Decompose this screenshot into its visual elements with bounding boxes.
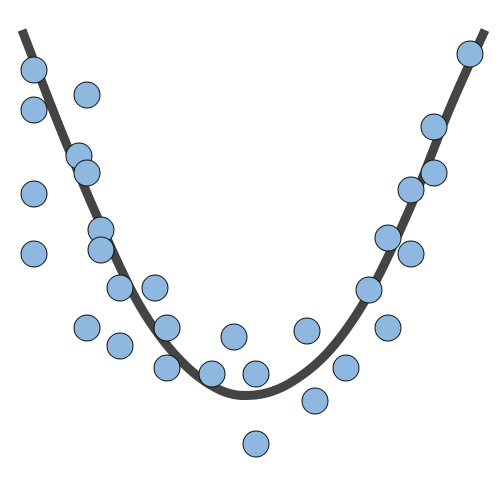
data-point-30 bbox=[456, 40, 484, 68]
data-point-17 bbox=[220, 323, 248, 351]
data-point-14 bbox=[153, 314, 181, 342]
data-point-1 bbox=[20, 56, 48, 84]
data-point-10 bbox=[106, 274, 134, 302]
data-point-22 bbox=[332, 354, 360, 382]
data-point-16 bbox=[198, 360, 226, 388]
data-point-7 bbox=[73, 159, 101, 187]
data-point-13 bbox=[106, 332, 134, 360]
data-point-18 bbox=[242, 360, 270, 388]
data-point-12 bbox=[73, 314, 101, 342]
data-point-27 bbox=[397, 176, 425, 204]
data-point-5 bbox=[20, 240, 48, 268]
data-point-3 bbox=[73, 81, 101, 109]
data-point-29 bbox=[420, 113, 448, 141]
data-points-layer bbox=[20, 40, 484, 458]
data-point-2 bbox=[20, 96, 48, 124]
data-point-4 bbox=[20, 180, 48, 208]
data-point-20 bbox=[293, 317, 321, 345]
data-point-23 bbox=[355, 276, 383, 304]
data-point-19 bbox=[242, 430, 270, 458]
data-point-15 bbox=[153, 354, 181, 382]
data-point-9 bbox=[87, 236, 115, 264]
data-point-24 bbox=[374, 314, 402, 342]
data-point-21 bbox=[301, 387, 329, 415]
data-point-28 bbox=[420, 159, 448, 187]
data-point-11 bbox=[141, 274, 169, 302]
data-point-26 bbox=[397, 240, 425, 268]
data-point-25 bbox=[374, 224, 402, 252]
